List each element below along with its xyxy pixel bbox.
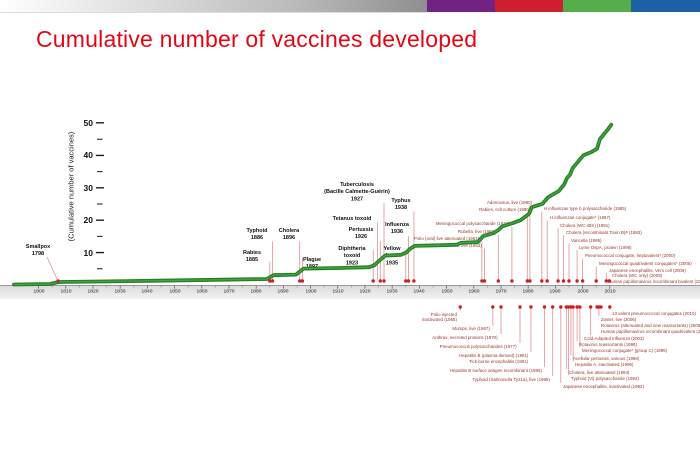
annotation-cholera: Cholera 1896 [278, 227, 300, 241]
x-tick-1950: 1950 [441, 288, 453, 294]
annotation-rubella: Rubella, live (1969) [458, 228, 496, 234]
annotation-measles: Measles, live (1963) [442, 242, 482, 248]
annotation-rabies-cc: Rabies, cell culture (1980) [478, 207, 530, 212]
annotation-cholera-rtb: Cholera (recombinant Toxin B)# (1993) [565, 230, 642, 235]
x-tick-1870: 1870 [223, 288, 235, 294]
x-tick-1840: 1840 [141, 288, 153, 294]
annotation-polio-injected: Polio injected inactivated (1955) [422, 311, 457, 322]
y-tick-20: 20 [83, 215, 93, 226]
top-bar-gradient [0, 0, 427, 13]
page-title: Cumulative number of vaccines developed [36, 26, 478, 52]
annotation-je-vero: Japanese encephalitis, Vero cell (2009) [608, 267, 686, 273]
annotation-mumps: Mumps, live (1967) [452, 326, 490, 331]
annotation-smallpox: Smallpox 1798 [25, 243, 51, 257]
annotation-menc-conjugate: Meningococcal conjugate* (group C) (1999… [582, 347, 668, 353]
annotation-anthrax: Anthrax, secreted proteins (1970) [432, 334, 498, 340]
y-tick-30: 30 [83, 182, 93, 193]
annotation-hepa: Hepatitis A, inactivated (1996) [575, 362, 634, 367]
x-tick-1850: 1850 [169, 288, 181, 294]
x-tick-1810: 1810 [60, 288, 72, 294]
annotation-typhoid-ty21a: Typhoid (Salmonella Ty21a), live (1989) [472, 376, 550, 382]
annotation-zoster: Zoster, live (2006) [601, 316, 637, 322]
y-tick-50: 50 [83, 117, 93, 128]
annotation-hib-ps: H influenzae type b polysaccharide (1985… [544, 206, 627, 211]
x-tick-1990: 1990 [549, 288, 561, 294]
corner-block-blue [631, 0, 700, 12]
x-tick-1930: 1930 [386, 288, 398, 294]
corner-block-purple [427, 0, 495, 12]
annotation-hib-conjugate: H influenzae conjugate* (1987) [549, 215, 610, 220]
annotation-rotavirus-reassortants: Rotavirus reassortants (1998) [579, 341, 638, 347]
annotation-pcv7: Pneumococcal conjugate, heptavalent* (20… [584, 253, 675, 258]
annotation-typhus: Typhus 1938 [391, 197, 411, 211]
y-major-ticks [96, 122, 104, 254]
x-tick-1900: 1900 [305, 288, 317, 294]
x-tick-2000: 2000 [577, 288, 589, 294]
y-minor-ticks [97, 138, 103, 270]
x-tick-1880: 1880 [250, 288, 262, 294]
x-tick-2010: 2010 [604, 288, 616, 294]
annotation-typhoid-vi: Typhoid (Vi) polysaccharide (1994) [570, 375, 639, 381]
x-tick-1970: 1970 [495, 288, 507, 294]
annotation-influenza: Influenza 1936 [385, 221, 409, 235]
annotation-acellular-pertussis: Acellular pertussis, various (1996) [573, 356, 640, 361]
top-bar [0, 0, 700, 13]
corner-block-red [495, 0, 563, 12]
x-tick-1820: 1820 [87, 288, 99, 294]
annotation-varicella: Varicella (1995) [571, 238, 602, 243]
annotation-cholera-wc: Cholera (WC only) (2009) [611, 273, 662, 278]
y-tick-40: 40 [83, 150, 93, 161]
annotation-cholera-live: Cholera, live attenuated (1994) [568, 369, 629, 375]
annotation-hpv-bivalent: Human papillomavirus recombinant bivalen… [608, 278, 700, 284]
x-axis-band [0, 285, 700, 299]
annotation-hpv-quadrivalent: Human papillomavirus recombinant quadriv… [601, 328, 700, 334]
annotation-hepb-recombinant: Hepatitis B surface antigen recombinant … [450, 367, 542, 373]
annotation-caiv: Cold-Adapted Influenza (2003) [584, 335, 644, 341]
annotation-mcv4: Meningococcal quadrivalent conjugates* (… [598, 261, 692, 266]
annotation-tbe: Tick-borne encephalitis (1981) [468, 358, 528, 364]
x-tick-1960: 1960 [468, 288, 480, 294]
annotation-pcv13: 13 valent pneumococcal conjugates (2010) [612, 310, 696, 316]
annotation-meningo-ps: Meningococcal polysaccharide (1974) [436, 220, 510, 226]
annotation-polio-oral: Polio (oral) live attenuated (1963) [413, 235, 479, 241]
x-tick-1860: 1860 [196, 288, 208, 294]
x-tick-1940: 1940 [413, 288, 425, 294]
annotation-cholera-wcrbs: Cholera (WC-rBS) (1991) [560, 223, 611, 228]
x-tick-1830: 1830 [114, 288, 126, 294]
corner-block-green [563, 0, 631, 12]
x-tick-1920: 1920 [359, 288, 371, 294]
annotation-pneumo-ps: Pneumococcus polysaccharides (1977) [440, 343, 517, 349]
annotation-lyme: Lyme OspA, protein (1998) [579, 244, 633, 250]
annotation-yellow-fever: Yellow fever 1935 [383, 245, 401, 266]
annotation-adenovirus: Adenovirus, live (1980) [487, 200, 532, 205]
x-tick-1980: 1980 [522, 288, 534, 294]
x-tick-1890: 1890 [277, 288, 289, 294]
above-axis-event-dots [56, 279, 611, 283]
x-tick-1910: 1910 [332, 288, 344, 294]
annotation-rotavirus-new: Rotavirus (attenuated and new reassortan… [601, 322, 700, 328]
below-axis-event-dots [458, 305, 612, 309]
annotation-hepb-plasma: Hepatitis B (plasma derived) (1981) [458, 352, 528, 358]
x-tick-1800: 1800 [33, 288, 45, 294]
annotation-je-inactivated: Japanese encephalitis, inactivated (1992… [563, 383, 644, 389]
